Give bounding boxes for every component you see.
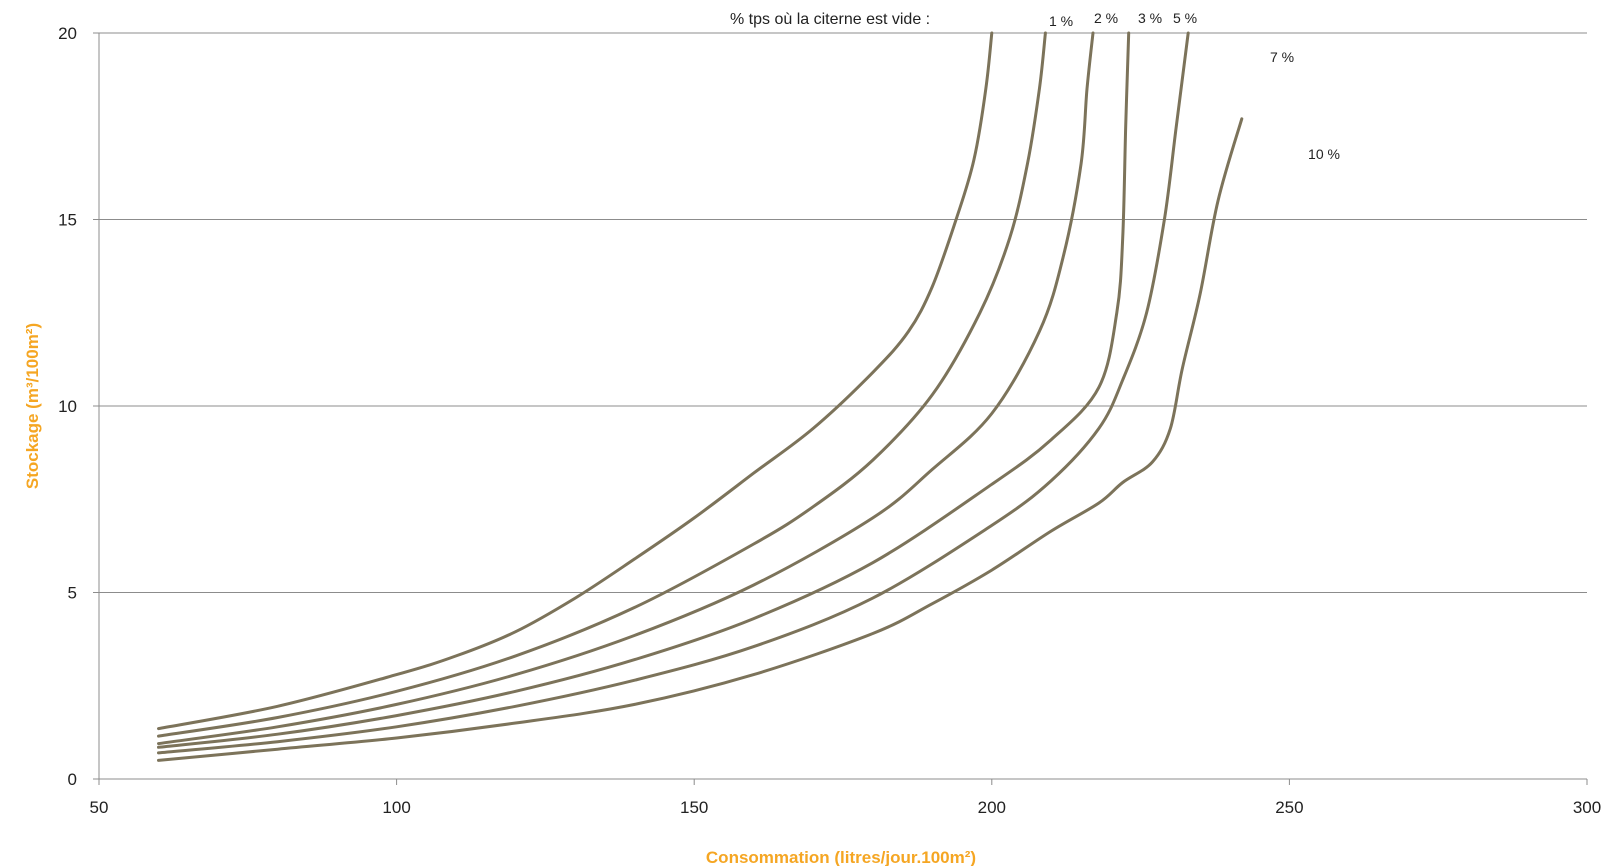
y-tick-label-5: 5	[68, 584, 77, 603]
series-line-5-percent	[157, 31, 1131, 749]
legend-caption: % tps où la citerne est vide :	[730, 11, 930, 28]
x-axis-title: Consommation (litres/jour.100m²)	[706, 848, 976, 866]
series-label-1-percent: 1 %	[1049, 13, 1073, 29]
series-line-7-percent	[157, 31, 1190, 755]
axes	[93, 32, 1588, 785]
series-label-3-percent: 3 %	[1138, 10, 1162, 26]
y-tick-label-20: 20	[58, 24, 77, 43]
labels: % tps où la citerne est vide : Consommat…	[23, 10, 1601, 866]
x-tick-label-100: 100	[382, 798, 410, 817]
x-tick-label-50: 50	[90, 798, 109, 817]
x-tick-label-200: 200	[978, 798, 1006, 817]
y-tick-label-15: 15	[58, 211, 77, 230]
x-tick-label-150: 150	[680, 798, 708, 817]
series-label-7-percent: 7 %	[1270, 49, 1294, 65]
series-label-5-percent: 5 %	[1173, 10, 1197, 26]
y-tick-label-0: 0	[68, 770, 77, 789]
x-tick-label-250: 250	[1275, 798, 1303, 817]
series-line-3-percent	[157, 31, 1095, 746]
series-group	[157, 31, 1244, 762]
y-tick-label-10: 10	[58, 397, 77, 416]
series-line-2-percent	[157, 31, 1047, 738]
series-line-10-percent	[157, 117, 1244, 762]
series-line-1-percent	[157, 31, 994, 731]
series-label-10-percent: 10 %	[1308, 146, 1340, 162]
gridlines	[99, 32, 1587, 593]
x-tick-label-300: 300	[1573, 798, 1601, 817]
y-axis-title: Stockage (m³/100m²)	[23, 323, 42, 489]
series-label-2-percent: 2 %	[1094, 10, 1118, 26]
